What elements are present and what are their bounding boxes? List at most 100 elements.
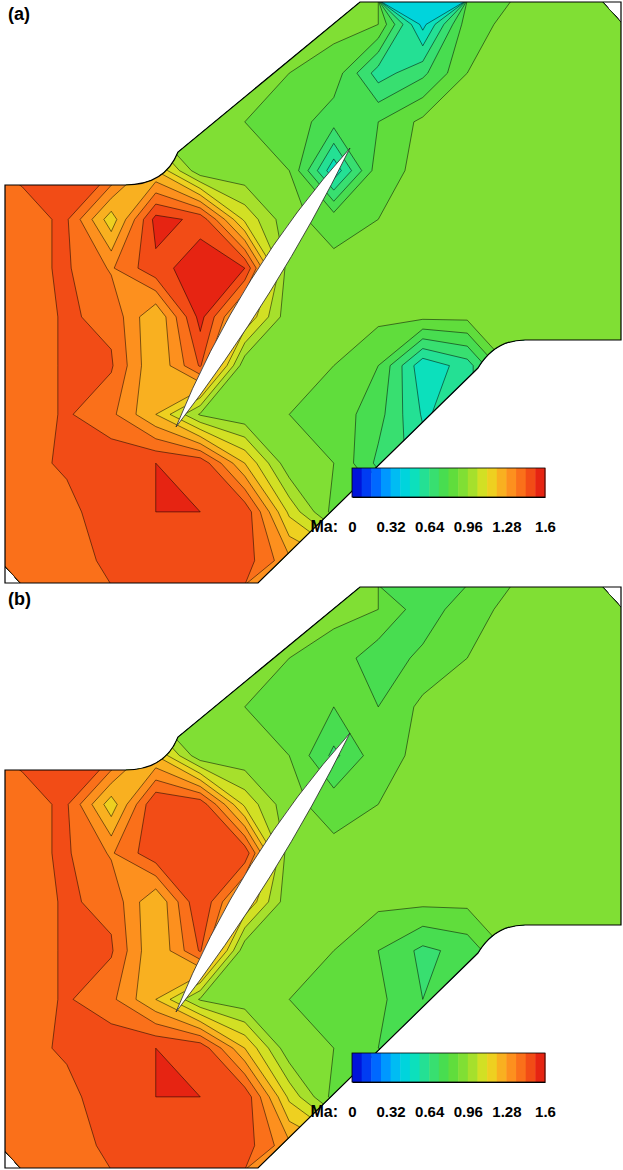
colorbar-tick: 0.64 [415, 497, 445, 535]
colorbar-band [458, 1053, 468, 1082]
blade [176, 733, 350, 1012]
contour-band [0, 156, 298, 585]
colorbar-band [352, 468, 362, 497]
contour-band [0, 585, 623, 1170]
colorbar-axis-line [353, 1082, 546, 1083]
contour-field [0, 585, 623, 1170]
contour-band [0, 741, 298, 1170]
colorbar-tick-label: 1.28 [492, 518, 521, 535]
panel-label: (b) [8, 589, 31, 609]
colorbar-band [410, 468, 420, 497]
colorbar-axis-line [353, 497, 546, 498]
colorbar-band [362, 1053, 372, 1082]
colorbar-band [400, 468, 410, 497]
figure-svg: (a) 0 0.32 0.64 0.96 1.28 1.6 Ma: (b) 0 0.32 0.64 0.… [0, 0, 623, 1170]
contour-band [156, 1048, 201, 1097]
domain-outline [5, 2, 621, 583]
colorbar-band [381, 1053, 391, 1082]
contour-band [0, 585, 623, 1170]
contour-band [0, 0, 623, 585]
contour-band [0, 585, 623, 1170]
contour-band [0, 0, 623, 585]
colorbar-frame [352, 1053, 545, 1082]
contour-field [0, 0, 623, 585]
colorbar-frame [352, 468, 545, 497]
colorbar-band [516, 1053, 526, 1082]
domain-outline [5, 587, 621, 1168]
contour-band [0, 585, 623, 1170]
contour-band [0, 733, 334, 1170]
colorbar: 00.320.640.961.281.6Ma: [310, 1053, 555, 1120]
colorbar-band [497, 468, 507, 497]
blade [176, 148, 350, 427]
colorbar-band [420, 468, 430, 497]
colorbar-band [449, 1053, 459, 1082]
colorbar-band [506, 1053, 516, 1082]
colorbar-tick: 0.32 [376, 497, 405, 535]
figure: (a) 0 0.32 0.64 0.96 1.28 1.6 Ma: (b) 0 0.32 0.64 0.… [0, 0, 623, 1170]
colorbar-band [371, 1053, 381, 1082]
colorbar-band [526, 468, 536, 497]
contour-band [0, 585, 623, 1170]
colorbar-tick-label: 0 [348, 518, 356, 535]
colorbar-tick: 0.96 [454, 497, 483, 535]
colorbar-tick-label: 1.6 [535, 518, 556, 535]
colorbar-tick: 0 [348, 1082, 356, 1120]
colorbar-band [439, 1053, 449, 1082]
contour-band [0, 726, 346, 1170]
colorbar-tick: 0.64 [415, 1082, 445, 1120]
colorbar-axis: 0 0.32 0.64 0.96 1.28 1.6 [348, 497, 556, 535]
contour-band [0, 585, 623, 1170]
contour-band [0, 0, 623, 585]
colorbar: 0 0.32 0.64 0.96 1.28 1.6 Ma: [310, 468, 555, 535]
colorbar-tick-label: 0 [348, 1103, 356, 1120]
contour-band [0, 585, 623, 1170]
colorbar-band [497, 1053, 507, 1082]
colorbar-tick-label: 0.96 [454, 1103, 483, 1120]
contour-band [0, 0, 623, 585]
colorbar-tick-label: 0.96 [454, 518, 483, 535]
colorbar-band [400, 1053, 410, 1082]
contour-band [0, 148, 334, 585]
colorbar-band [535, 468, 545, 497]
colorbar-band [429, 468, 439, 497]
contour-band [0, 163, 274, 585]
colorbar-band [371, 468, 381, 497]
contour-band [0, 585, 623, 1170]
colorbar-band [516, 468, 526, 497]
contour-band [0, 141, 346, 585]
colorbar-tick: 1.28 [492, 497, 521, 535]
colorbar-band [439, 468, 449, 497]
colorbar-tick-label: 1.6 [535, 1103, 556, 1120]
colorbar-band [526, 1053, 536, 1082]
colorbar-tick-label: 0.64 [415, 518, 445, 535]
colorbar-band [449, 468, 459, 497]
colorbar-band [391, 1053, 401, 1082]
colorbar-label: Ma: [310, 518, 338, 535]
colorbar-tick: 0.32 [376, 1082, 405, 1120]
colorbar-band [410, 1053, 420, 1082]
colorbar-tick: 1.6 [535, 497, 556, 535]
panel: (b)00.320.640.961.281.6Ma: [0, 585, 623, 1170]
contour-band [0, 170, 255, 585]
contour-band [0, 127, 369, 585]
colorbar-tick-label: 0.64 [415, 1103, 445, 1120]
colorbar-tick: 1.6 [535, 1082, 556, 1120]
colorbar-band [381, 468, 391, 497]
panel-label: (a) [8, 4, 30, 24]
colorbar-band [468, 1053, 478, 1082]
colorbar-band [477, 468, 487, 497]
contour-band [0, 0, 623, 585]
colorbar-tick: 0.96 [454, 1082, 483, 1120]
colorbar-band [487, 468, 497, 497]
contour-band [0, 0, 623, 585]
contour-band [0, 712, 369, 1170]
contour-band [0, 134, 357, 585]
contour-band [0, 585, 623, 1170]
colorbar-axis: 00.320.640.961.281.6 [348, 1082, 556, 1120]
contour-band [152, 215, 244, 512]
contour-band [0, 0, 623, 585]
colorbar-tick-label: 0.32 [376, 518, 405, 535]
colorbar-band [458, 468, 468, 497]
contour-band [0, 0, 623, 585]
